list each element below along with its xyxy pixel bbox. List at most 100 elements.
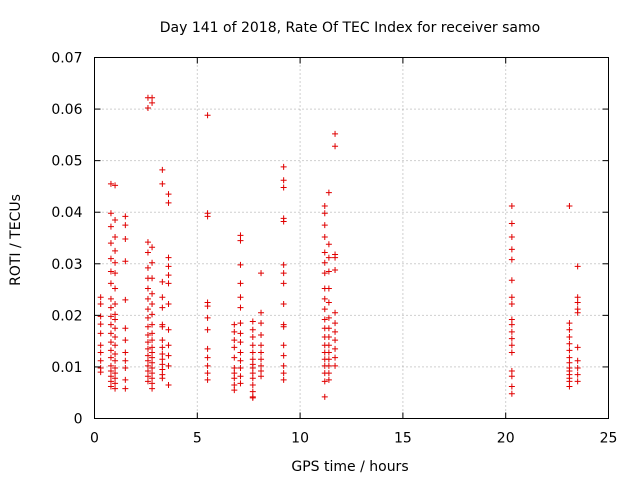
data-point <box>144 378 151 385</box>
data-point <box>321 378 328 385</box>
data-point <box>574 344 581 351</box>
data-point <box>280 342 287 349</box>
data-point <box>144 306 151 313</box>
data-point <box>112 375 119 382</box>
data-point <box>159 278 166 285</box>
data-point <box>231 375 238 382</box>
data-point <box>122 376 129 383</box>
data-point <box>574 364 581 371</box>
data-point <box>159 180 166 187</box>
data-point <box>204 354 211 361</box>
data-point <box>107 210 114 217</box>
data-point <box>332 328 339 335</box>
data-point <box>508 383 515 390</box>
data-point <box>280 177 287 184</box>
data-point <box>149 364 156 371</box>
data-point <box>107 362 114 369</box>
data-point <box>325 334 332 341</box>
data-point <box>237 364 244 371</box>
data-point <box>321 203 328 210</box>
data-point <box>159 166 166 173</box>
data-point <box>204 362 211 369</box>
data-point <box>508 203 515 210</box>
data-point <box>112 357 119 364</box>
data-point <box>280 352 287 359</box>
data-point <box>280 323 287 330</box>
data-point <box>112 301 119 308</box>
data-point <box>144 105 151 112</box>
data-point <box>159 323 166 330</box>
data-point <box>280 270 287 277</box>
data-point <box>144 345 151 352</box>
data-point <box>237 232 244 239</box>
data-point <box>149 321 156 328</box>
data-point <box>321 249 328 256</box>
data-point <box>332 266 339 273</box>
data-point <box>122 236 129 243</box>
data-point <box>231 364 238 371</box>
y-axis-label: ROTI / TECUs <box>8 194 24 286</box>
data-point <box>149 354 156 361</box>
data-point <box>149 349 156 356</box>
data-point <box>332 143 339 150</box>
data-point <box>508 390 515 397</box>
data-point <box>204 213 211 220</box>
data-point <box>280 184 287 191</box>
data-point <box>508 335 515 342</box>
data-point <box>107 180 114 187</box>
data-point <box>332 354 339 361</box>
data-point <box>97 349 104 356</box>
data-point <box>508 220 515 227</box>
data-point <box>237 339 244 346</box>
y-tick-label: 0.01 <box>51 360 82 376</box>
data-point <box>204 303 211 310</box>
data-point <box>258 309 265 316</box>
data-point <box>159 366 166 373</box>
data-point <box>204 370 211 377</box>
data-point <box>144 362 151 369</box>
data-point <box>574 357 581 364</box>
data-point <box>332 345 339 352</box>
data-point <box>566 334 573 341</box>
data-point <box>280 376 287 383</box>
data-point <box>159 344 166 351</box>
data-point <box>165 263 172 270</box>
x-tick-label: 10 <box>291 431 309 447</box>
data-point <box>144 249 151 256</box>
data-point <box>107 280 114 287</box>
data-point <box>508 368 515 375</box>
data-point <box>112 380 119 387</box>
data-point <box>566 378 573 385</box>
data-point <box>325 268 332 275</box>
data-point <box>231 387 238 394</box>
data-point <box>280 280 287 287</box>
data-point <box>159 361 166 368</box>
data-point <box>325 362 332 369</box>
grid-lines <box>94 57 609 419</box>
data-point <box>332 130 339 137</box>
data-point <box>321 295 328 302</box>
data-point <box>566 320 573 327</box>
data-point <box>249 318 256 325</box>
data-point <box>165 326 172 333</box>
data-point <box>258 368 265 375</box>
data-point <box>325 349 332 356</box>
data-point <box>237 330 244 337</box>
data-point <box>204 376 211 383</box>
data-point <box>508 233 515 240</box>
data-point <box>149 380 156 387</box>
data-point <box>237 280 244 287</box>
data-point <box>112 247 119 254</box>
data-point <box>574 371 581 378</box>
data-point <box>149 337 156 344</box>
data-point <box>159 294 166 301</box>
data-point <box>112 342 119 349</box>
data-point <box>122 325 129 332</box>
data-point <box>149 344 156 351</box>
x-tick-label: 0 <box>90 431 99 447</box>
data-point <box>249 326 256 333</box>
data-point <box>237 261 244 268</box>
x-axis-ticks: 0 5 10 15 20 25 <box>90 57 617 447</box>
data-point <box>321 210 328 217</box>
data-point <box>112 325 119 332</box>
